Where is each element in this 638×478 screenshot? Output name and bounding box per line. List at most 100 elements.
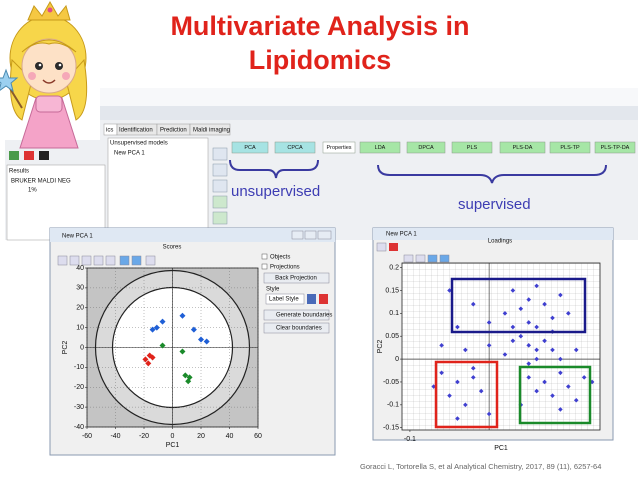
point — [518, 306, 524, 312]
tool-button[interactable] — [145, 255, 156, 266]
point — [502, 311, 508, 316]
highlight-box — [518, 365, 592, 425]
point — [159, 318, 166, 325]
button[interactable] — [263, 272, 330, 284]
method-button[interactable] — [322, 141, 356, 154]
method-button-label: PLS-TP — [560, 145, 580, 151]
icon-button[interactable] — [212, 195, 228, 209]
button-label: Generate boundaries — [276, 313, 332, 319]
method-button[interactable] — [451, 141, 493, 154]
x-axis-label: PC1 — [166, 442, 180, 449]
method-button[interactable] — [499, 141, 546, 154]
plot-toolbar — [57, 255, 156, 266]
tool-button[interactable] — [93, 255, 104, 266]
method-button[interactable] — [359, 141, 401, 154]
point — [566, 384, 571, 389]
method-button-label: LDA — [375, 145, 386, 151]
point — [558, 292, 563, 298]
princess-illustration — [0, 0, 88, 149]
tab[interactable] — [189, 123, 231, 136]
method-button[interactable] — [274, 141, 316, 154]
tool-button[interactable] — [119, 255, 130, 266]
point — [542, 379, 547, 385]
results-header: Results — [9, 169, 29, 175]
icon-button[interactable] — [212, 163, 228, 177]
slide-title: Lipidomics — [249, 45, 392, 75]
plot-title: Loadings — [488, 239, 512, 245]
point — [149, 354, 156, 361]
point — [486, 343, 492, 348]
tool-button[interactable] — [131, 255, 142, 266]
point — [203, 338, 210, 345]
point — [510, 288, 516, 293]
method-button[interactable] — [549, 141, 591, 154]
icon-button[interactable] — [307, 294, 316, 304]
title-bar — [373, 228, 613, 240]
results-item[interactable]: BRUKER MALDI NEG — [11, 179, 71, 185]
point — [470, 301, 476, 307]
window-title: New PCA 1 — [386, 232, 417, 238]
point — [534, 324, 539, 330]
icon-button[interactable] — [212, 147, 228, 161]
point — [558, 370, 563, 376]
icon-button[interactable] — [9, 151, 19, 160]
y-tick-label: 0 — [395, 356, 399, 363]
tool-button[interactable] — [69, 255, 80, 266]
tool-button[interactable] — [415, 254, 426, 263]
annotation: unsupervised — [231, 183, 320, 200]
model-item[interactable]: New PCA 1 — [114, 151, 145, 157]
method-button-label: PLS-TP-DA — [601, 145, 630, 151]
method-buttons: PCA CPCA Properties LDA DPCA PLS PLS-DA PLS-TP P… — [231, 141, 636, 154]
tool-button[interactable] — [81, 255, 92, 266]
point — [142, 356, 149, 363]
point — [518, 333, 524, 339]
checkbox[interactable] — [261, 263, 268, 270]
annotation: supervised — [458, 196, 531, 213]
window-button[interactable] — [304, 230, 317, 240]
method-button[interactable] — [406, 141, 446, 154]
point — [486, 411, 492, 417]
tool-button[interactable] — [427, 254, 438, 263]
side-icons — [212, 147, 228, 225]
title-bar — [50, 228, 335, 242]
checkbox[interactable] — [261, 253, 268, 260]
window-button[interactable] — [317, 230, 332, 240]
tool-button[interactable] — [376, 242, 387, 252]
point — [145, 360, 152, 367]
point — [526, 320, 532, 325]
icon-button[interactable] — [212, 179, 228, 193]
tool-button[interactable] — [57, 255, 68, 266]
point — [581, 375, 587, 380]
tab-label: Maldi imaging — [193, 128, 230, 134]
point — [526, 343, 532, 348]
icon-button[interactable] — [39, 151, 49, 160]
tool-button[interactable] — [389, 243, 398, 251]
point — [573, 397, 579, 403]
point — [502, 352, 508, 357]
button[interactable] — [263, 322, 330, 334]
tool-button[interactable] — [439, 254, 450, 263]
method-button[interactable] — [594, 141, 636, 154]
y-tick-label: -0.1 — [387, 402, 399, 409]
point — [542, 338, 547, 344]
x-tick-label: -60 — [82, 433, 92, 440]
y-tick-label: 30 — [76, 285, 84, 292]
method-button-label: Properties — [326, 145, 351, 151]
icon-button[interactable] — [319, 294, 328, 304]
icon-button[interactable] — [212, 211, 228, 225]
method-button[interactable] — [231, 141, 269, 154]
y-tick-label: 0 — [80, 344, 84, 351]
point — [149, 326, 156, 333]
button[interactable] — [263, 309, 330, 321]
point — [431, 384, 436, 389]
dropdown[interactable] — [265, 293, 305, 305]
window-button[interactable] — [291, 230, 304, 240]
icon-button[interactable] — [24, 151, 34, 160]
point — [558, 356, 563, 362]
tool-button[interactable] — [403, 254, 414, 263]
x-axis-label: PC1 — [494, 445, 508, 452]
x-tick-label: -20 — [139, 433, 149, 440]
y-tick-label: -10 — [74, 364, 84, 371]
tool-button[interactable] — [105, 255, 116, 266]
y-tick-label: 0.2 — [389, 264, 399, 271]
